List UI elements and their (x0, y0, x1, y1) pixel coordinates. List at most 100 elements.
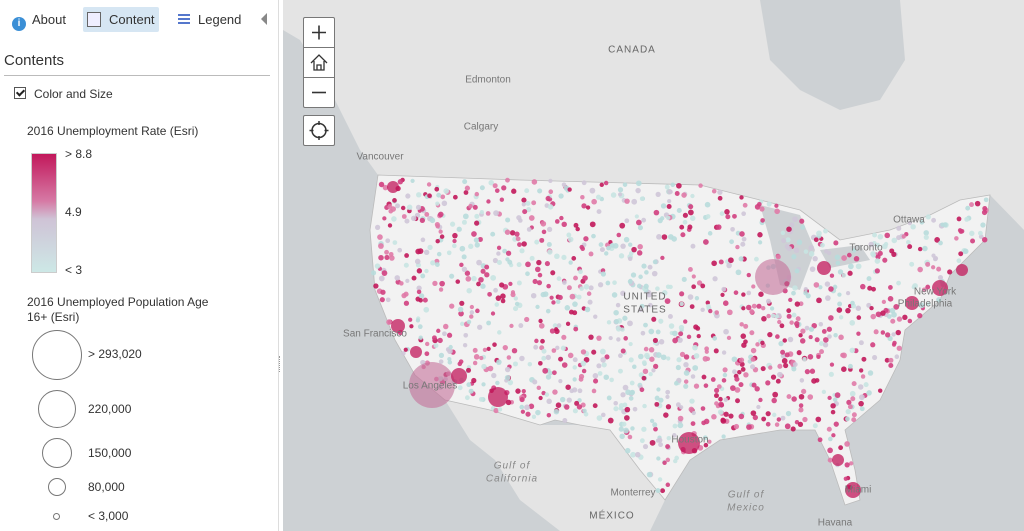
map-point (874, 258, 881, 264)
map-point (433, 343, 439, 348)
map-point (789, 320, 794, 325)
map-point (606, 245, 611, 251)
map-point (648, 328, 655, 335)
size-label: 150,000 (88, 446, 132, 460)
map-point (867, 370, 874, 376)
map-point (982, 206, 988, 211)
map-point (624, 415, 630, 421)
map-point (541, 355, 547, 361)
map-point (693, 383, 700, 389)
map-point (616, 232, 622, 238)
map-point (833, 333, 838, 338)
map-point (516, 262, 522, 268)
map-point (521, 197, 527, 203)
collapse-button[interactable] (261, 13, 267, 25)
tab-bar: i About Content Legend (0, 0, 278, 38)
map-labels: CANADA Edmonton Calgary Vancouver Ottawa… (343, 45, 957, 529)
map-point (601, 412, 606, 418)
map-point (765, 380, 771, 386)
map-point (542, 367, 549, 374)
map-point (749, 330, 755, 336)
map-point (496, 251, 501, 256)
map-point (822, 342, 829, 348)
map-point (519, 404, 525, 410)
map-point (538, 323, 545, 329)
map-point (671, 236, 677, 242)
map-point (742, 202, 748, 208)
map-point (691, 274, 696, 279)
map-point (618, 353, 623, 359)
map-point (660, 255, 665, 261)
map-point (722, 372, 728, 378)
map-point (907, 244, 913, 250)
map-point (841, 352, 847, 359)
map-point (409, 362, 455, 408)
map-point (777, 363, 783, 369)
checkbox[interactable] (14, 87, 26, 99)
map-point (798, 393, 805, 400)
map-point (404, 253, 409, 258)
map-point (844, 441, 850, 447)
map-point (549, 295, 554, 300)
map-label: Houston (671, 435, 708, 446)
map-point (624, 218, 630, 224)
map[interactable]: CANADA Edmonton Calgary Vancouver Ottawa… (283, 0, 1024, 531)
map-point (711, 188, 717, 194)
map-point (917, 266, 923, 273)
map-point (457, 385, 463, 391)
map-point (516, 280, 522, 286)
map-point (891, 311, 897, 318)
layer-toggle[interactable]: Color and Size (14, 87, 113, 101)
map-point (605, 280, 611, 286)
map-point (787, 336, 794, 343)
locate-button[interactable] (303, 115, 335, 146)
map-point (668, 323, 675, 329)
map-point (803, 286, 808, 292)
map-point (401, 214, 407, 219)
map-point (811, 378, 817, 384)
map-point (956, 258, 962, 264)
map-point (723, 411, 729, 417)
home-button[interactable] (303, 47, 335, 78)
map-point (774, 314, 779, 319)
map-point (870, 342, 876, 348)
map-point (425, 341, 430, 347)
map-point (551, 348, 557, 353)
map-point (615, 302, 621, 308)
zoom-in-button[interactable] (303, 17, 335, 48)
zoom-out-button[interactable] (303, 77, 335, 108)
map-point (936, 297, 942, 303)
map-point (561, 221, 567, 228)
map-point (849, 347, 856, 354)
legend-tab[interactable]: Legend (174, 7, 245, 32)
map-point (677, 422, 684, 429)
map-point (695, 326, 701, 331)
map-point (829, 273, 835, 278)
map-point (689, 398, 695, 404)
map-point (504, 366, 511, 373)
map-point (564, 404, 570, 410)
map-point (492, 183, 498, 189)
map-point (537, 272, 543, 278)
map-point (405, 193, 411, 199)
map-point (524, 188, 530, 194)
map-point (705, 300, 710, 305)
map-point (641, 375, 647, 381)
map-point (641, 217, 647, 223)
map-point (597, 371, 603, 376)
map-point (655, 286, 660, 291)
map-point (835, 260, 841, 266)
map-point (505, 257, 510, 262)
map-point (582, 408, 587, 414)
map-label: Gulf of (728, 490, 765, 501)
map-point (442, 331, 447, 337)
map-point (833, 421, 839, 427)
map-point (391, 319, 405, 333)
content-tab[interactable]: Content (83, 7, 159, 32)
map-point (741, 211, 746, 217)
map-point (576, 294, 582, 300)
about-tab[interactable]: i About (8, 7, 70, 32)
map-point (601, 362, 607, 368)
map-point (730, 226, 735, 232)
map-point (841, 273, 847, 278)
